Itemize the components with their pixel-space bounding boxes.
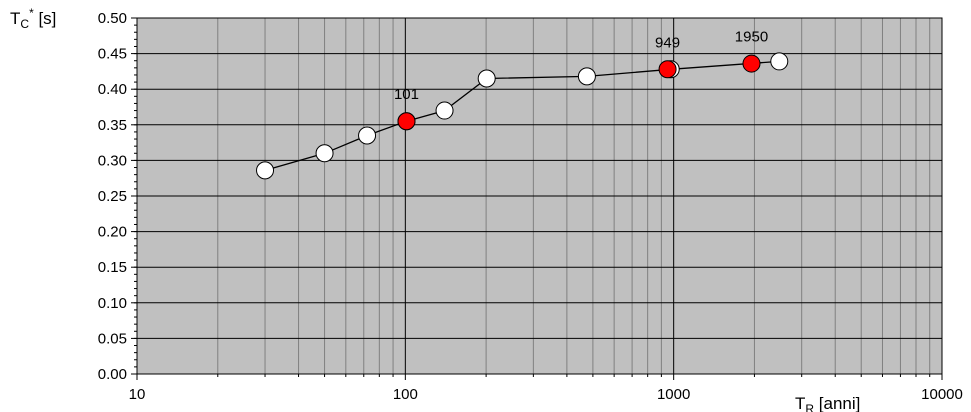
point-labels: 101 949 1950 [394, 29, 768, 104]
point-label: 101 [394, 86, 419, 103]
highlight-point [397, 112, 416, 131]
x-tick-label: 100 [393, 386, 418, 403]
x-axis-title-rest: [anni] [814, 394, 860, 412]
x-axis-ticks: 10 100 1000 10000 [129, 374, 963, 403]
point-label: 949 [655, 34, 680, 51]
data-series [256, 52, 789, 180]
y-tick-label: 0.40 [98, 81, 127, 98]
data-point [358, 126, 377, 145]
y-tick-label: 0.20 [98, 224, 127, 241]
y-tick-label: 0.45 [98, 46, 127, 63]
x-tick-label: 10000 [921, 386, 963, 403]
y-tick-label: 0.00 [98, 366, 127, 383]
data-point [770, 52, 789, 71]
x-axis-title-main: T [795, 394, 805, 412]
y-axis-title-main: T [10, 9, 20, 28]
y-tick-label: 0.30 [98, 152, 127, 169]
y-tick-label: 0.35 [98, 117, 127, 134]
y-tick-label: 0.05 [98, 330, 127, 347]
data-point [315, 144, 334, 163]
data-point [577, 67, 596, 86]
y-axis-title-sup: * [29, 6, 34, 20]
y-axis-title-sub: C [20, 17, 29, 31]
highlight-point [742, 54, 761, 73]
x-axis-title-sub: R [805, 402, 814, 412]
highlight-point [658, 60, 677, 79]
y-axis-title-rest: [s] [34, 9, 57, 28]
point-label: 1950 [735, 29, 768, 46]
y-tick-label: 0.15 [98, 259, 127, 276]
y-tick-label: 0.50 [98, 10, 127, 27]
x-tick-label: 10 [129, 386, 146, 403]
x-tick-label: 1000 [657, 386, 690, 403]
x-axis-title: TR [anni] [795, 394, 860, 412]
data-point [256, 161, 275, 180]
y-axis-ticks: 0.00 0.05 0.10 0.15 0.20 0.25 0.30 0.35 0.40 0.45… [98, 10, 137, 383]
y-tick-label: 0.10 [98, 295, 127, 312]
data-point [477, 69, 496, 88]
data-point [435, 101, 454, 120]
y-tick-label: 0.25 [98, 188, 127, 205]
y-axis-title: TC* [s] [10, 6, 56, 31]
